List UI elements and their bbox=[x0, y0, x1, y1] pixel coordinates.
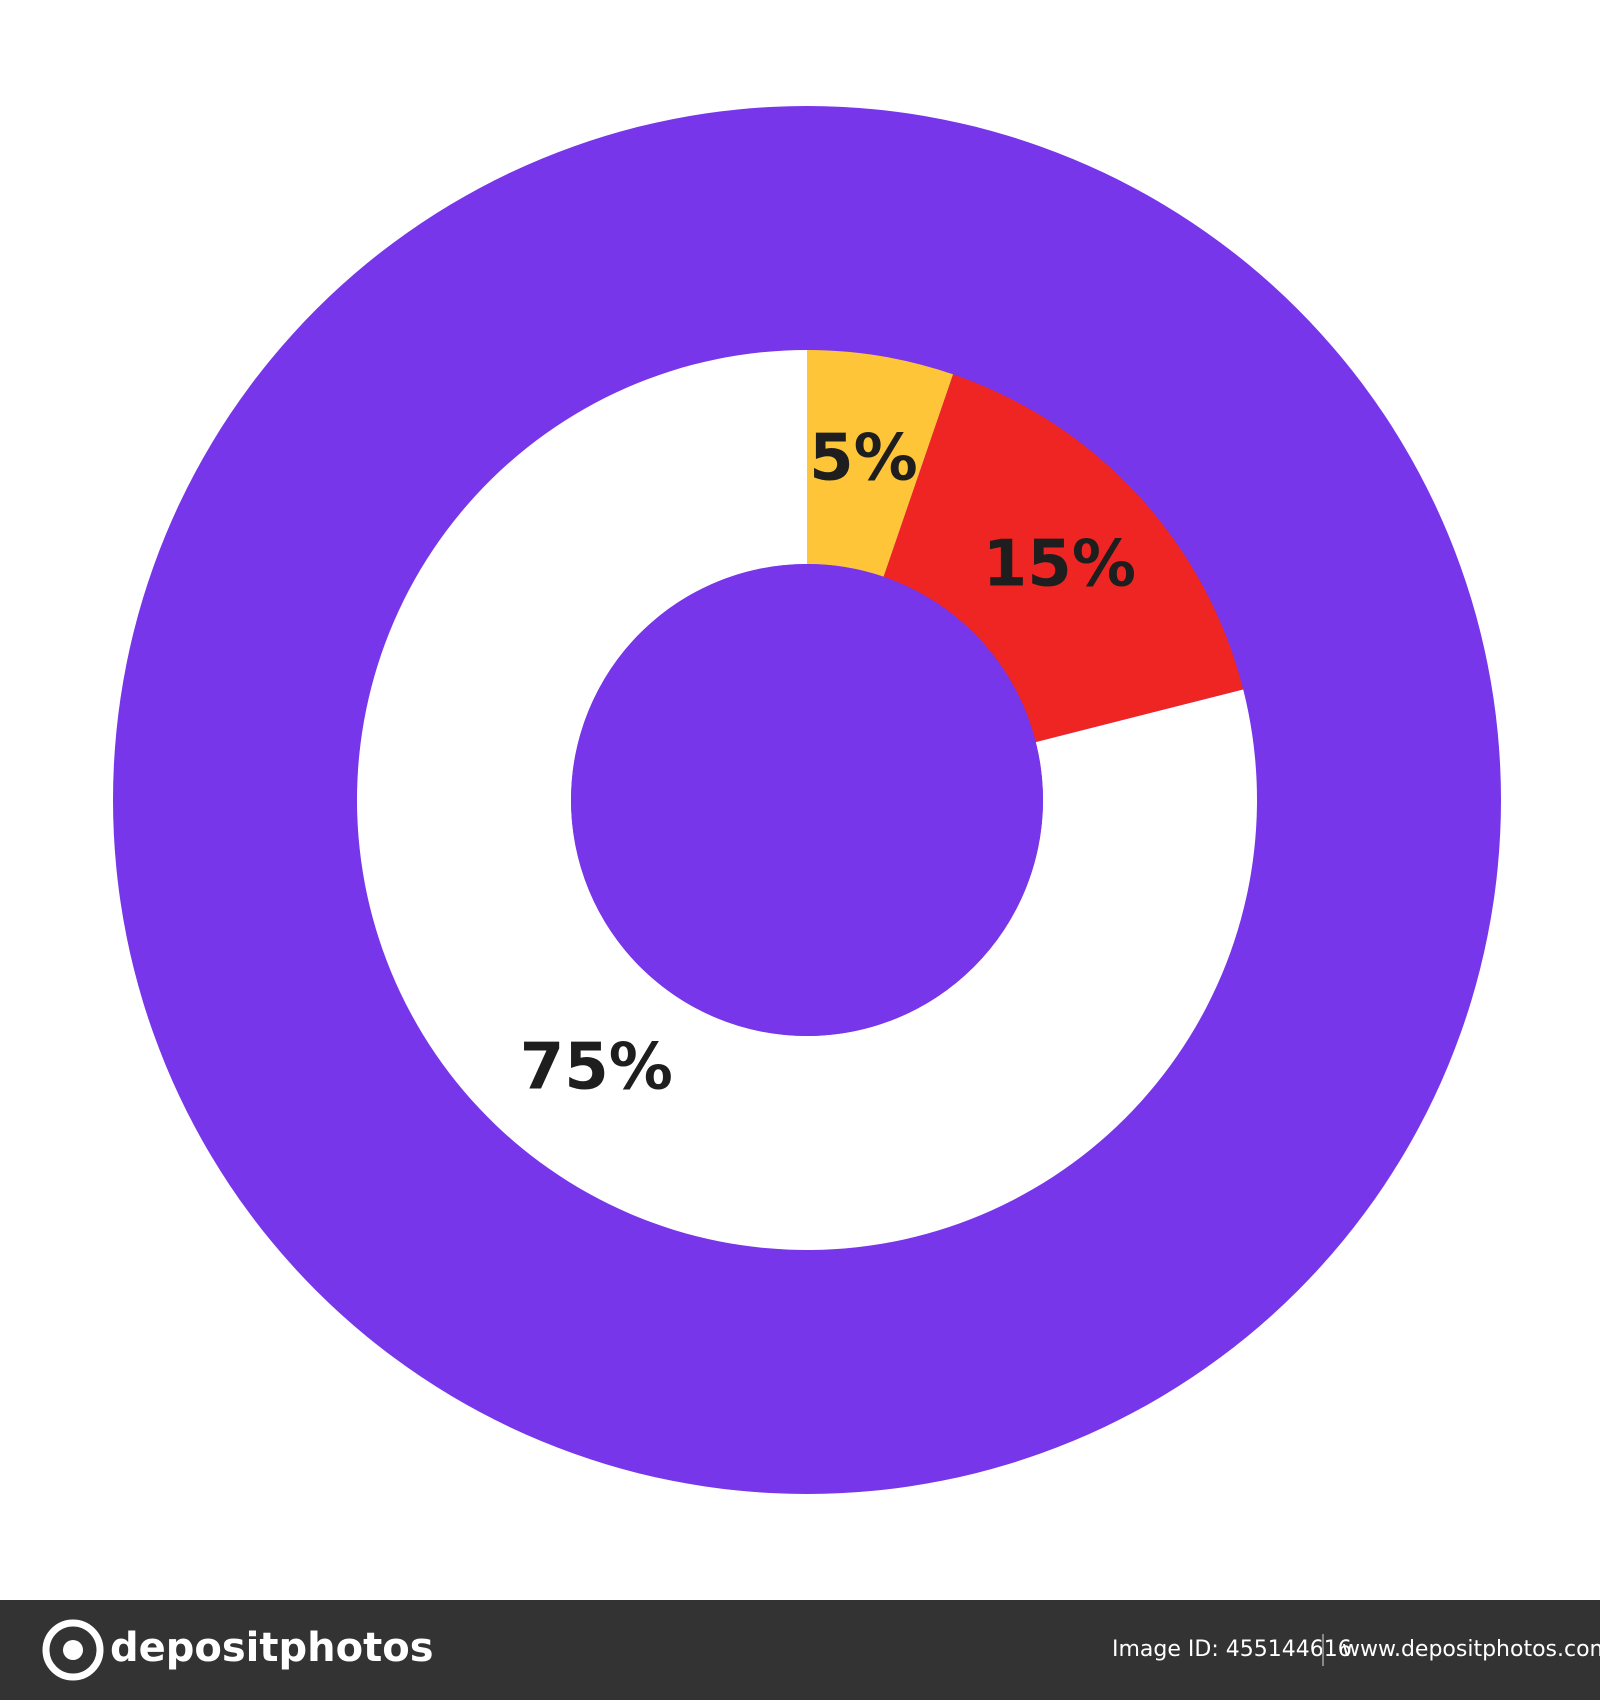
footer-bar bbox=[0, 1600, 1600, 1700]
donut-segment bbox=[356, 350, 1257, 1250]
logo-icon bbox=[42, 1619, 104, 1681]
center-disc bbox=[571, 564, 1043, 1036]
value-label: 75% bbox=[520, 1030, 673, 1104]
footer-url: www.depositphotos.com bbox=[1342, 1637, 1600, 1662]
labels: 5% 15% 75% bbox=[520, 421, 1136, 1104]
donut-segment bbox=[883, 374, 1244, 743]
logo-text: depositphotos bbox=[110, 1625, 434, 1671]
value-label: 15% bbox=[983, 527, 1136, 601]
donut-segment bbox=[807, 350, 954, 577]
logo-icon-dot bbox=[63, 1640, 83, 1660]
donut bbox=[356, 350, 1257, 1250]
value-label: 5% bbox=[809, 421, 918, 495]
image-id: Image ID: 455144616 bbox=[1112, 1637, 1352, 1662]
